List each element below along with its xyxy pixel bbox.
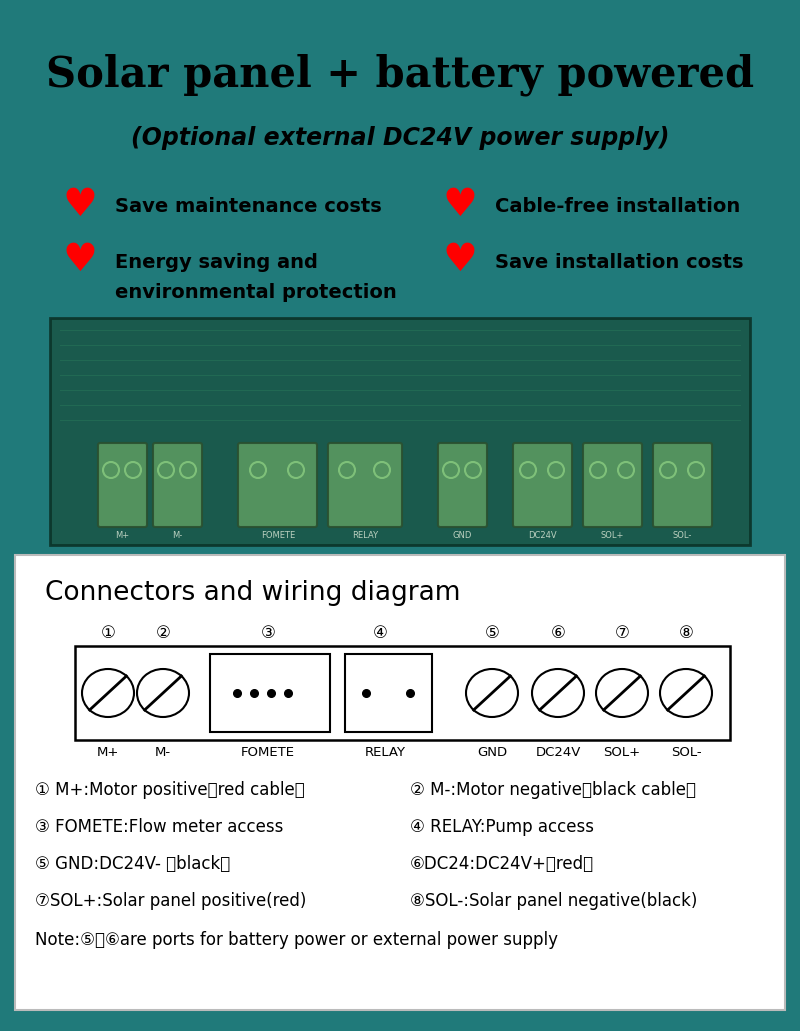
Text: SOL+: SOL+: [600, 531, 624, 539]
Text: (Optional external DC24V power supply): (Optional external DC24V power supply): [131, 126, 669, 149]
Text: FOMETE: FOMETE: [261, 531, 295, 539]
Text: ①: ①: [101, 624, 115, 642]
Text: ② M-:Motor negative（black cable）: ② M-:Motor negative（black cable）: [410, 781, 696, 799]
Text: ♥: ♥: [62, 241, 98, 279]
Text: Connectors and wiring diagram: Connectors and wiring diagram: [45, 580, 461, 606]
Text: ④ RELAY:Pump access: ④ RELAY:Pump access: [410, 818, 594, 836]
Text: Note:⑤、⑥are ports for battery power or external power supply: Note:⑤、⑥are ports for battery power or e…: [35, 931, 558, 949]
Text: ♥: ♥: [62, 186, 98, 224]
FancyBboxPatch shape: [238, 443, 317, 527]
FancyBboxPatch shape: [513, 443, 572, 527]
Text: FOMETE: FOMETE: [241, 745, 295, 759]
Text: ③: ③: [261, 624, 275, 642]
Text: M-: M-: [155, 745, 171, 759]
Text: SOL+: SOL+: [603, 745, 641, 759]
Text: ① M+:Motor positive（red cable）: ① M+:Motor positive（red cable）: [35, 781, 305, 799]
Text: Solar panel + battery powered: Solar panel + battery powered: [46, 54, 754, 96]
Text: ⑥: ⑥: [550, 624, 566, 642]
Text: SOL-: SOL-: [672, 531, 692, 539]
Text: RELAY: RELAY: [352, 531, 378, 539]
Text: Cable-free installation: Cable-free installation: [495, 198, 740, 217]
Text: ④: ④: [373, 624, 387, 642]
Text: M+: M+: [115, 531, 129, 539]
Text: ⑧: ⑧: [678, 624, 694, 642]
Text: ⑥DC24:DC24V+（red）: ⑥DC24:DC24V+（red）: [410, 855, 594, 873]
Text: ⑤ GND:DC24V- （black）: ⑤ GND:DC24V- （black）: [35, 855, 230, 873]
Text: DC24V: DC24V: [535, 745, 581, 759]
Text: ⑦: ⑦: [614, 624, 630, 642]
FancyBboxPatch shape: [328, 443, 402, 527]
Text: M-: M-: [172, 531, 182, 539]
FancyBboxPatch shape: [15, 555, 785, 1010]
Text: M+: M+: [97, 745, 119, 759]
FancyBboxPatch shape: [583, 443, 642, 527]
FancyBboxPatch shape: [653, 443, 712, 527]
Text: ⑧SOL-:Solar panel negative(black): ⑧SOL-:Solar panel negative(black): [410, 892, 698, 910]
FancyBboxPatch shape: [210, 654, 330, 732]
Text: Energy saving and: Energy saving and: [115, 254, 318, 272]
FancyBboxPatch shape: [50, 318, 750, 545]
FancyBboxPatch shape: [98, 443, 147, 527]
Text: GND: GND: [452, 531, 472, 539]
Text: ♥: ♥: [442, 186, 478, 224]
Text: SOL-: SOL-: [670, 745, 702, 759]
FancyBboxPatch shape: [153, 443, 202, 527]
Text: ⑦SOL+:Solar panel positive(red): ⑦SOL+:Solar panel positive(red): [35, 892, 306, 910]
Text: ⑤: ⑤: [485, 624, 499, 642]
Text: environmental protection: environmental protection: [115, 284, 397, 302]
FancyBboxPatch shape: [75, 646, 730, 740]
FancyBboxPatch shape: [438, 443, 487, 527]
FancyBboxPatch shape: [345, 654, 432, 732]
Text: GND: GND: [477, 745, 507, 759]
Text: ③ FOMETE:Flow meter access: ③ FOMETE:Flow meter access: [35, 818, 283, 836]
Text: Save maintenance costs: Save maintenance costs: [115, 198, 382, 217]
Text: ♥: ♥: [442, 241, 478, 279]
Text: DC24V: DC24V: [528, 531, 556, 539]
Text: RELAY: RELAY: [365, 745, 406, 759]
Text: ②: ②: [155, 624, 170, 642]
Text: Save installation costs: Save installation costs: [495, 254, 743, 272]
